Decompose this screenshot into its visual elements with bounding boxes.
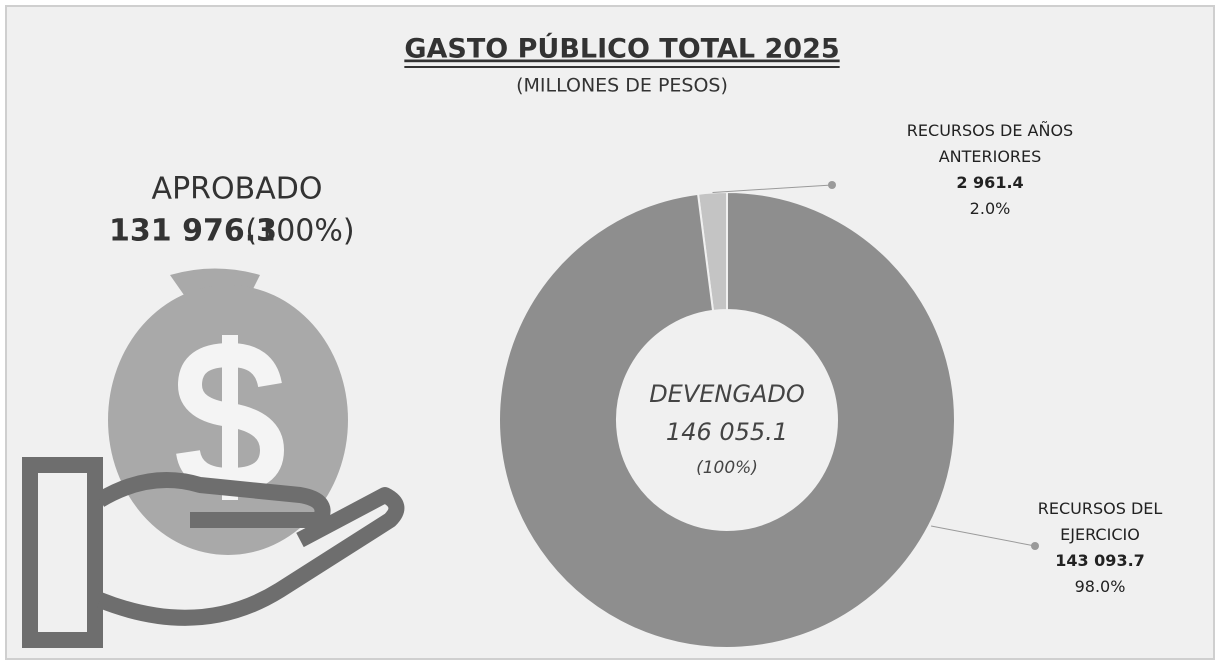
value-label: 143 093.7 — [1055, 551, 1145, 570]
slice-label: RECURSOS DE AÑOS ANTERIORES 2 961.4 2.0% — [890, 118, 1090, 222]
value-label: 2 961.4 — [956, 173, 1024, 192]
leader-dot — [828, 181, 836, 189]
slice-label: RECURSOS DEL EJERCICIO 143 093.7 98.0% — [1000, 496, 1200, 600]
donut-slice — [498, 190, 956, 649]
leader-line — [712, 184, 833, 193]
approved-value: 131 976.3 — [109, 214, 277, 249]
percent-label: 2.0% — [969, 199, 1011, 218]
label-box: RECURSOS DEL EJERCICIO 143 093.7 98.0% — [1000, 496, 1200, 600]
approved-label: APROBADO — [152, 172, 323, 207]
hand — [95, 472, 405, 626]
percent-label: 98.0% — [1074, 577, 1126, 596]
money-icon — [22, 268, 405, 648]
approved-percent: (100%) — [245, 214, 354, 249]
category-label: RECURSOS DEL EJERCICIO — [1037, 499, 1163, 544]
leader-line — [930, 525, 1036, 547]
center-label: DEVENGADO — [649, 380, 805, 408]
leader-dot — [1031, 542, 1039, 550]
chart-subtitle: (MILLONES DE PESOS) — [516, 75, 728, 97]
hand-cuff — [22, 457, 103, 648]
label-box: RECURSOS DE AÑOS ANTERIORES 2 961.4 2.0% — [890, 118, 1090, 222]
center-percent: (100%) — [696, 458, 758, 478]
center-value: 146 055.1 — [666, 418, 788, 446]
category-label: RECURSOS DE AÑOS ANTERIORES — [906, 121, 1074, 166]
chart-title: GASTO PÚBLICO TOTAL 2025 — [404, 33, 839, 65]
